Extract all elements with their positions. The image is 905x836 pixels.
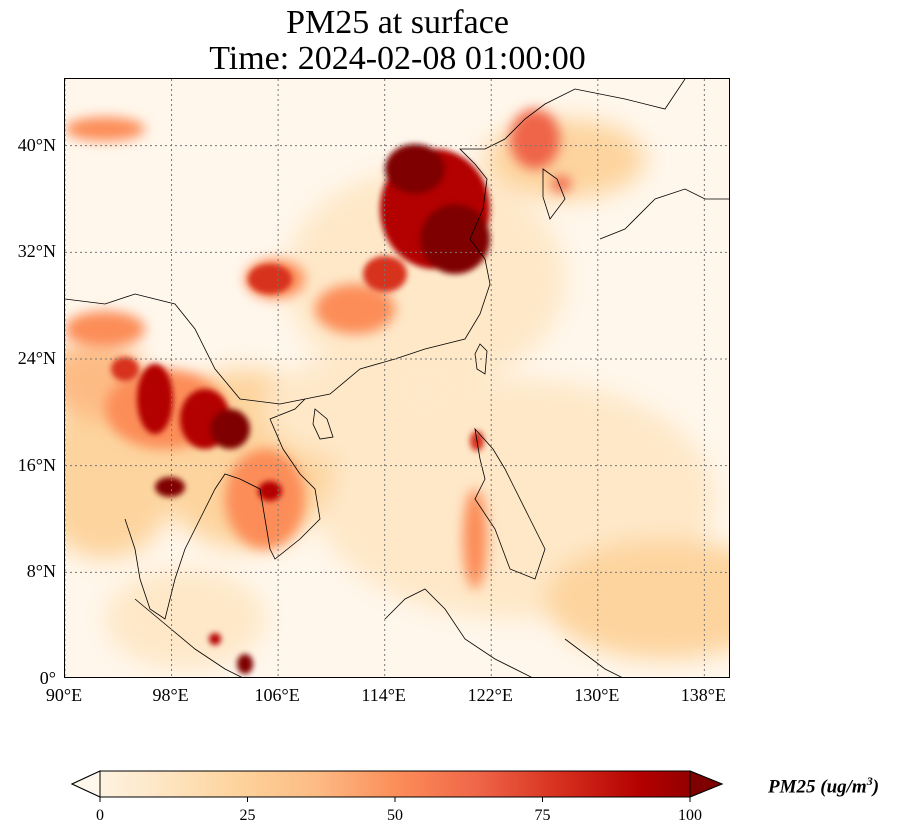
colorbar-tick-label: 25 — [239, 807, 256, 824]
gridlines — [65, 79, 729, 677]
colorbar-tick-label: 100 — [678, 807, 702, 824]
lon-tick-label: 98°E — [152, 685, 189, 705]
pm25-map — [64, 78, 730, 678]
lon-tick-label: 90°E — [45, 685, 83, 705]
colorbar-extend-min — [70, 770, 101, 798]
lon-tick-label: 130°E — [574, 685, 620, 705]
lon-tick-label: 122°E — [467, 685, 513, 705]
lon-tick-label: 138°E — [680, 685, 726, 705]
colorbar-gradient — [70, 770, 724, 798]
pm25-field-high — [111, 144, 490, 674]
colorbar-label: PM25 (ug/m3) — [768, 774, 880, 798]
lat-tick-label: 16°N — [17, 454, 56, 475]
map-canvas — [65, 79, 729, 677]
colorbar — [70, 770, 724, 802]
coastlines — [65, 79, 729, 677]
lon-tick-label: 114°E — [361, 685, 406, 705]
map-subtitle-time: Time: 2024-02-08 01:00:00 — [209, 40, 586, 77]
colorbar-extend-max — [689, 770, 724, 798]
lat-tick-label: 32°N — [17, 241, 56, 262]
colorbar-tick-label: 50 — [387, 807, 403, 824]
colorbar-tick-label: 0 — [96, 807, 104, 824]
lat-tick-label: 24°N — [17, 348, 56, 368]
colorbar-tick-label: 75 — [534, 807, 551, 824]
lat-tick-label: 0° — [39, 668, 56, 688]
lon-tick-label: 106°E — [254, 685, 300, 705]
lat-tick-label: 40°N — [17, 134, 56, 155]
lat-tick-label: 8°N — [26, 561, 56, 582]
map-title: PM25 at surface — [286, 4, 509, 41]
